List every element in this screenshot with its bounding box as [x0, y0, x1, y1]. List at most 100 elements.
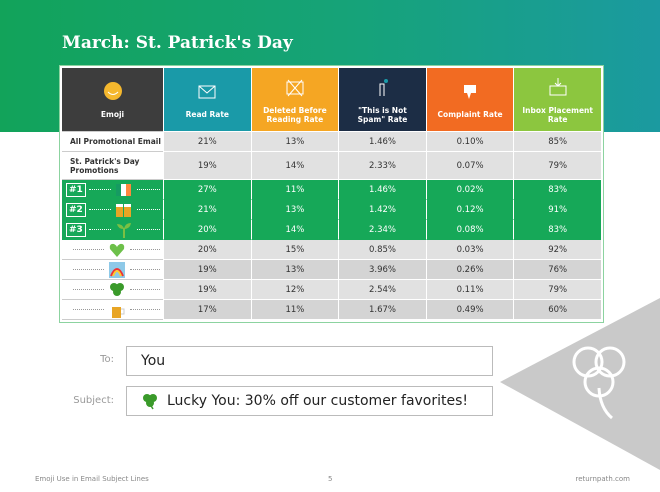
rank-label: #2	[66, 202, 86, 217]
data-cell: 3.96%	[338, 260, 426, 280]
header-text: Emoji	[100, 110, 125, 119]
header-icon	[286, 79, 304, 96]
header-text: "This is Not Spam" Rate	[357, 105, 408, 124]
subject-value: Lucky You: 30% off our customer favorite…	[167, 393, 469, 409]
header-cell: "This is Not Spam" Rate	[338, 68, 426, 132]
dots	[129, 249, 160, 250]
subject-label: Subject:	[73, 395, 114, 406]
emoji-icon	[109, 282, 124, 296]
row-label-cell: St. Patrick's Day Promotions	[62, 152, 163, 180]
data-cell: 0.26%	[425, 260, 514, 280]
data-cell: 0.12%	[425, 200, 514, 220]
table-row: 20% 15% 0.85% 0.03% 92%	[62, 240, 601, 260]
row-label-cell	[62, 240, 163, 260]
row-label-cell: #3	[62, 220, 163, 240]
table-row: 19% 13% 3.96% 0.26% 76%	[62, 260, 601, 280]
data-cell: 20%	[163, 240, 251, 260]
dots	[129, 309, 160, 310]
header-icon	[379, 78, 389, 96]
data-cell: 83%	[513, 220, 601, 240]
data-cell: 76%	[513, 260, 601, 280]
dots	[137, 209, 160, 210]
row-label-cell	[62, 260, 163, 280]
header-cell: Complaint Rate	[425, 68, 514, 132]
data-cell: 19%	[163, 280, 251, 300]
shamrock-icon	[143, 394, 157, 410]
dots	[73, 289, 104, 290]
header-icon	[198, 85, 216, 99]
table-row: #2 21% 13% 1.42% 0.12% 91%	[62, 200, 601, 220]
row-label-cell	[62, 300, 163, 320]
table-row: #3 20% 14% 2.34% 0.08% 83%	[62, 220, 601, 240]
data-cell: 92%	[513, 240, 601, 260]
dots	[73, 269, 104, 270]
header-icon	[103, 82, 122, 100]
data-cell: 0.08%	[425, 220, 514, 240]
dots	[88, 189, 112, 190]
header-text: Inbox Placement Rate	[522, 105, 593, 124]
data-cell: 19%	[163, 260, 251, 280]
dots	[129, 289, 160, 290]
header-row: Emoji Read Rate Deleted Before Reading Rat…	[62, 68, 601, 132]
page-number: 5	[328, 475, 333, 483]
emoji-icon	[111, 302, 124, 318]
data-cell: 91%	[513, 200, 601, 220]
dots	[88, 229, 112, 230]
data-cell: 17%	[163, 300, 251, 320]
data-cell: 83%	[513, 180, 601, 200]
data-cell: 20%	[163, 220, 251, 240]
subject-field: Lucky You: 30% off our customer favorite…	[126, 386, 493, 416]
data-cell: 12%	[250, 280, 339, 300]
data-cell: 13%	[250, 132, 339, 152]
data-cell: 13%	[250, 260, 339, 280]
title: March: St. Patrick's Day	[62, 33, 293, 53]
data-cell: 21%	[163, 200, 251, 220]
dots	[137, 189, 160, 190]
header-text: Complaint Rate	[437, 110, 503, 119]
dots	[137, 229, 160, 230]
footer-right: returnpath.com	[575, 475, 631, 483]
data-cell: 60%	[513, 300, 601, 320]
row-label-cell: #2	[62, 200, 163, 220]
header-text: Read Rate	[185, 110, 229, 119]
header-cell: Deleted Before Reading Rate	[250, 68, 339, 132]
row-label: St. Patrick's Day Promotions	[70, 156, 140, 175]
header-icon	[464, 85, 477, 99]
row-label-cell	[62, 280, 163, 300]
header-cell: Read Rate	[163, 68, 251, 132]
data-cell: 14%	[250, 152, 339, 180]
row-label-cell: All Promotional Email	[62, 132, 163, 152]
header-text: Deleted Before Reading Rate	[263, 105, 327, 124]
table-row: St. Patrick's Day Promotions 19% 14% 2.33% 0…	[62, 152, 601, 180]
data-cell: 19%	[163, 152, 251, 180]
header-cell: Emoji	[62, 68, 163, 132]
dots	[129, 269, 160, 270]
to-label: To:	[100, 354, 114, 365]
rank-label: #3	[66, 222, 86, 237]
data-cell: 2.54%	[338, 280, 426, 300]
emoji-icon	[116, 183, 132, 196]
emoji-icon	[109, 243, 124, 257]
triangle-decoration	[500, 298, 660, 470]
data-cell: 0.85%	[338, 240, 426, 260]
to-value: You	[141, 353, 166, 369]
table-row: All Promotional Email 21% 13% 1.46% 0.10% 85%	[62, 132, 601, 152]
table-row: #1 27% 11% 1.46% 0.02% 83%	[62, 180, 601, 200]
data-cell: 27%	[163, 180, 251, 200]
data-cell: 14%	[250, 220, 339, 240]
emoji-icon	[108, 261, 125, 278]
data-cell: 1.46%	[338, 180, 426, 200]
header-icon	[549, 77, 567, 95]
data-cell: 1.42%	[338, 200, 426, 220]
data-cell: 79%	[513, 152, 601, 180]
emoji-icon	[117, 222, 132, 238]
table-row: 19% 12% 2.54% 0.11% 79%	[62, 280, 601, 300]
header-cell: Inbox Placement Rate	[513, 68, 601, 132]
rank-label: #1	[66, 182, 86, 197]
data-cell: 2.34%	[338, 220, 426, 240]
data-cell: 0.07%	[425, 152, 514, 180]
data-cell: 0.02%	[425, 180, 514, 200]
data-cell: 79%	[513, 280, 601, 300]
data-cell: 13%	[250, 200, 339, 220]
